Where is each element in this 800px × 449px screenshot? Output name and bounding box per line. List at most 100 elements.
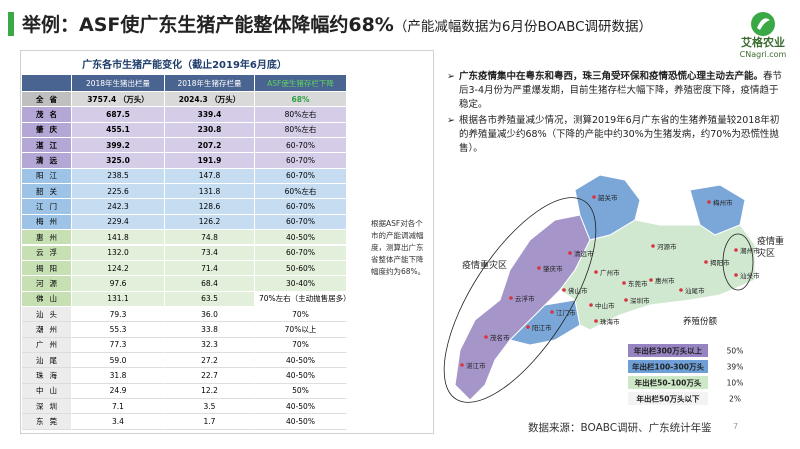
legend-share: 10% — [727, 379, 744, 388]
city-label: 湛江市 — [466, 361, 486, 370]
legend-share: 50% — [727, 347, 744, 356]
city-dot — [707, 200, 711, 204]
region-green — [559, 219, 756, 331]
city-cell: 汕头 — [22, 306, 72, 323]
subtitle: （产能减幅数据为6月份BOABC调研数据） — [393, 19, 653, 35]
header-cell: ASF使生猪存栏下降 — [255, 75, 347, 92]
city-cell: 东莞 — [22, 414, 72, 430]
city-cell: 江门 — [22, 199, 72, 215]
table-cell: 73.4 — [165, 245, 255, 261]
zone-label: 疫情重灾区 — [462, 259, 507, 271]
header-cell: 2018年生猪存栏量 — [165, 75, 255, 92]
bullet: ➢ 广东疫情集中在粤东和粤西，珠三角受环保和疫情恐慌心理主动去产能。春节后3-4月… — [447, 70, 787, 112]
city-label: 潮州市 — [740, 246, 760, 255]
city-cell: 云浮 — [22, 245, 72, 261]
table-cell: 455.1 — [72, 122, 165, 139]
city-label: 深圳市 — [630, 296, 650, 305]
legend-share: 2% — [729, 395, 741, 404]
table-cell: 238.5 — [72, 168, 165, 185]
legend-title: 养殖份额 — [683, 316, 718, 327]
table-cell: 225.6 — [72, 184, 165, 200]
table-cell: 60-70% — [255, 168, 347, 185]
table-cell: 31.8 — [72, 368, 165, 384]
city-cell: 河源 — [22, 276, 72, 292]
logo-site: CNagri.com — [740, 50, 787, 59]
legend-swatch — [628, 392, 708, 405]
table-cell: 399.2 — [72, 138, 165, 154]
legend-label: 年出栏300万头以上 — [634, 346, 703, 356]
city-label: 江门市 — [556, 308, 576, 317]
city-cell: 佛山 — [22, 291, 72, 307]
table-cell: 7.1 — [72, 399, 165, 415]
table-cell: 60-70% — [255, 199, 347, 215]
table-cell: 74.8 — [165, 230, 255, 246]
legend-swatch — [628, 376, 708, 389]
city-dot — [484, 335, 488, 339]
table-cell: 22.7 — [165, 368, 255, 384]
table-cell: 60-70% — [255, 153, 347, 169]
table-cell: 50-60% — [255, 260, 347, 277]
table-cell: 242.3 — [72, 199, 165, 215]
city-label: 茂名市 — [490, 333, 510, 342]
city-cell: 阳江 — [22, 168, 72, 185]
table-cell: 30-40% — [255, 276, 347, 292]
city-dot — [562, 288, 566, 292]
table-cell: 325.0 — [72, 153, 165, 169]
table-cell: 97.6 — [72, 276, 165, 292]
logo-leaf — [757, 18, 770, 30]
city-cell: 全省 — [22, 92, 72, 108]
city-label: 河源市 — [657, 242, 677, 251]
city-dot — [526, 325, 530, 329]
city-dot — [594, 270, 598, 274]
table-cell: 1.7 — [165, 414, 255, 430]
table-cell: 207.2 — [165, 138, 255, 154]
table-cell: 70% — [255, 306, 347, 323]
bullet-bold: 广东疫情集中在粤东和粤西，珠三角受环保和疫情恐慌心理主动去产能。 — [459, 71, 764, 82]
title: 举例：ASF使广东生猪产能整体降幅约68% — [22, 14, 394, 36]
table-cell: 191.9 — [165, 153, 255, 169]
bullet-text: 春节后3-4月份为严重爆发期，目前生猪存栏大幅下降，养殖密度下降，疫情趋于稳定。 — [459, 71, 783, 110]
table-cell: 68% — [255, 92, 347, 108]
table-cell: 63.5 — [165, 291, 255, 307]
header-cell: 2018年生猪出栏量 — [72, 75, 165, 92]
city-label: 汕尾市 — [685, 286, 705, 295]
table-cell: 40-50% — [255, 352, 347, 369]
table-cell: 126.2 — [165, 214, 255, 231]
table-cell: 24.9 — [72, 383, 165, 399]
table-cell: 59.0 — [72, 352, 165, 369]
city-dot — [704, 260, 708, 264]
city-cell: 揭阳 — [22, 260, 72, 277]
city-cell: 清远 — [22, 153, 72, 169]
table-cell: 80%左右 — [255, 122, 347, 139]
logo: 艾格农业 CNagri.com — [740, 12, 787, 59]
table-cell: 131.8 — [165, 184, 255, 200]
bullet-list: ➢ 广东疫情集中在粤东和粤西，珠三角受环保和疫情恐慌心理主动去产能。春节后3-4月… — [447, 70, 787, 156]
table-cell: 147.8 — [165, 168, 255, 185]
title-block: 举例：ASF使广东生猪产能整体降幅约68%（产能减幅数据为6月份BOABC调研数… — [22, 10, 652, 37]
zone-outline — [722, 233, 754, 291]
table-cell: 12.2 — [165, 383, 255, 399]
legend-swatch — [628, 360, 708, 373]
source: 数据来源：BOABC调研、广东统计年鉴 — [528, 422, 712, 434]
table-cell: 27.2 — [165, 352, 255, 369]
table-cell: 32.3 — [165, 337, 255, 353]
table-cell: 40-50% — [255, 414, 347, 430]
legend-label: 年出栏100-300万头 — [632, 362, 704, 372]
city-dot — [550, 310, 554, 314]
city-dot — [594, 319, 598, 323]
city-label: 梅州市 — [713, 198, 733, 207]
city-dot — [537, 266, 541, 270]
city-label: 惠州市 — [655, 276, 675, 285]
legend-share: 39% — [727, 363, 744, 372]
legend-label: 年出栏50-100万头 — [635, 378, 702, 388]
table-cell: 2024.3 （万头） — [165, 92, 255, 108]
city-dot — [734, 248, 738, 252]
table-note: 根据ASF对各个市的产能调减幅度，测算出广东省整体产能下降幅度约为68%。 — [371, 219, 426, 276]
table-cell: 60-70% — [255, 138, 347, 154]
city-cell: 潮州 — [22, 322, 72, 338]
table-cell: 50% — [255, 383, 347, 399]
table-cell: 128.6 — [165, 199, 255, 215]
city-cell: 梅州 — [22, 214, 72, 231]
table-cell: 40-50% — [255, 230, 347, 246]
